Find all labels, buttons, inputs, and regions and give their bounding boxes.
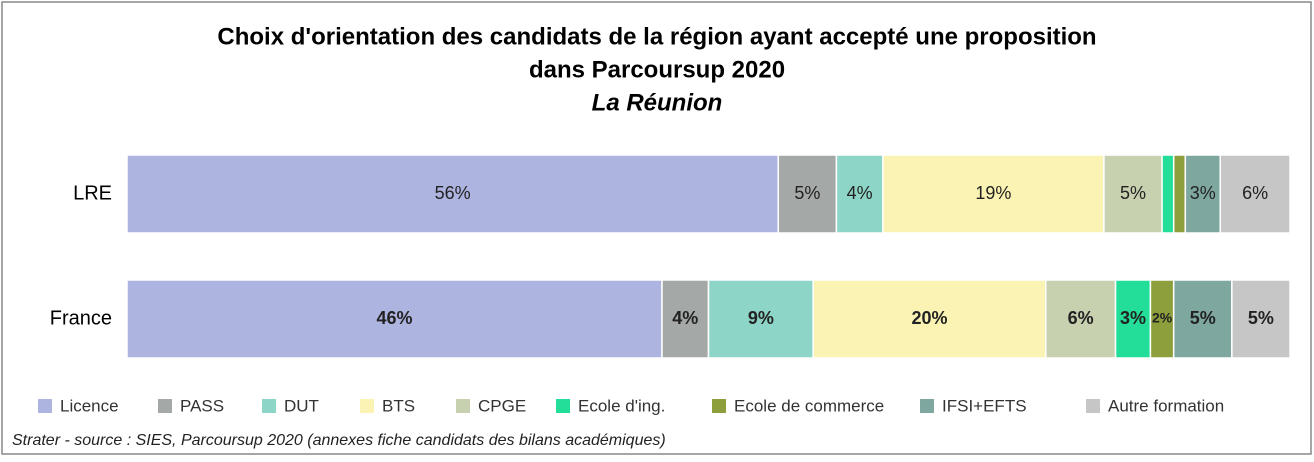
bar-segment <box>777 154 838 234</box>
legend-swatch <box>38 399 52 413</box>
bar-segment <box>1219 154 1291 234</box>
legend-swatch <box>262 399 276 413</box>
legend-swatch <box>1086 399 1100 413</box>
bar-segment <box>1172 154 1187 234</box>
data-label: 4% <box>672 308 698 328</box>
chart-subtitle: La Réunion <box>592 89 723 116</box>
legend-label: Ecole de commerce <box>734 396 884 415</box>
bar-segment <box>1172 279 1233 359</box>
data-label: 5% <box>1190 308 1216 328</box>
legend-label: IFSI+EFTS <box>942 396 1027 415</box>
data-label: 5% <box>1120 183 1146 203</box>
legend-label: PASS <box>180 396 224 415</box>
legend-swatch <box>556 399 570 413</box>
legend-label: Ecole d'ing. <box>578 396 665 415</box>
data-label: 9% <box>748 308 774 328</box>
bar-segment <box>1045 279 1117 359</box>
data-label: 5% <box>1248 308 1274 328</box>
legend-swatch <box>456 399 470 413</box>
legend-swatch <box>360 399 374 413</box>
legend-label: Licence <box>60 396 119 415</box>
data-label: 5% <box>794 183 820 203</box>
data-label: 46% <box>376 308 412 328</box>
source-note: Strater - source : SIES, Parcoursup 2020… <box>12 432 666 449</box>
legend-label: CPGE <box>478 396 526 415</box>
data-label: 6% <box>1242 183 1268 203</box>
bar-segment <box>1231 279 1291 359</box>
bar-segment <box>126 279 663 359</box>
data-label: 19% <box>975 183 1011 203</box>
bar-segment <box>126 154 780 234</box>
category-label: France <box>50 307 112 329</box>
bar-segment <box>1184 154 1221 234</box>
legend-swatch <box>920 399 934 413</box>
legend-label: BTS <box>382 396 415 415</box>
bar-segment <box>1114 279 1152 359</box>
legend-label: Autre formation <box>1108 396 1224 415</box>
data-label: 56% <box>435 183 471 203</box>
bar-segment <box>1103 154 1163 234</box>
bar-segment <box>1161 154 1175 234</box>
data-label: 2% <box>1152 310 1173 326</box>
bar-segment <box>882 154 1105 234</box>
legend-label: DUT <box>284 396 319 415</box>
data-label: 20% <box>911 308 947 328</box>
category-label: LRE <box>73 182 112 204</box>
chart-title: Choix d'orientation des candidats de la … <box>217 23 1096 50</box>
bar-segment <box>661 279 710 359</box>
chart-title: dans Parcoursup 2020 <box>529 56 785 83</box>
data-label: 3% <box>1190 183 1216 203</box>
data-label: 3% <box>1120 308 1146 328</box>
data-label: 6% <box>1068 308 1094 328</box>
legend-swatch <box>158 399 172 413</box>
data-label: 4% <box>847 183 873 203</box>
legend-swatch <box>712 399 726 413</box>
bar-segment <box>812 279 1047 359</box>
